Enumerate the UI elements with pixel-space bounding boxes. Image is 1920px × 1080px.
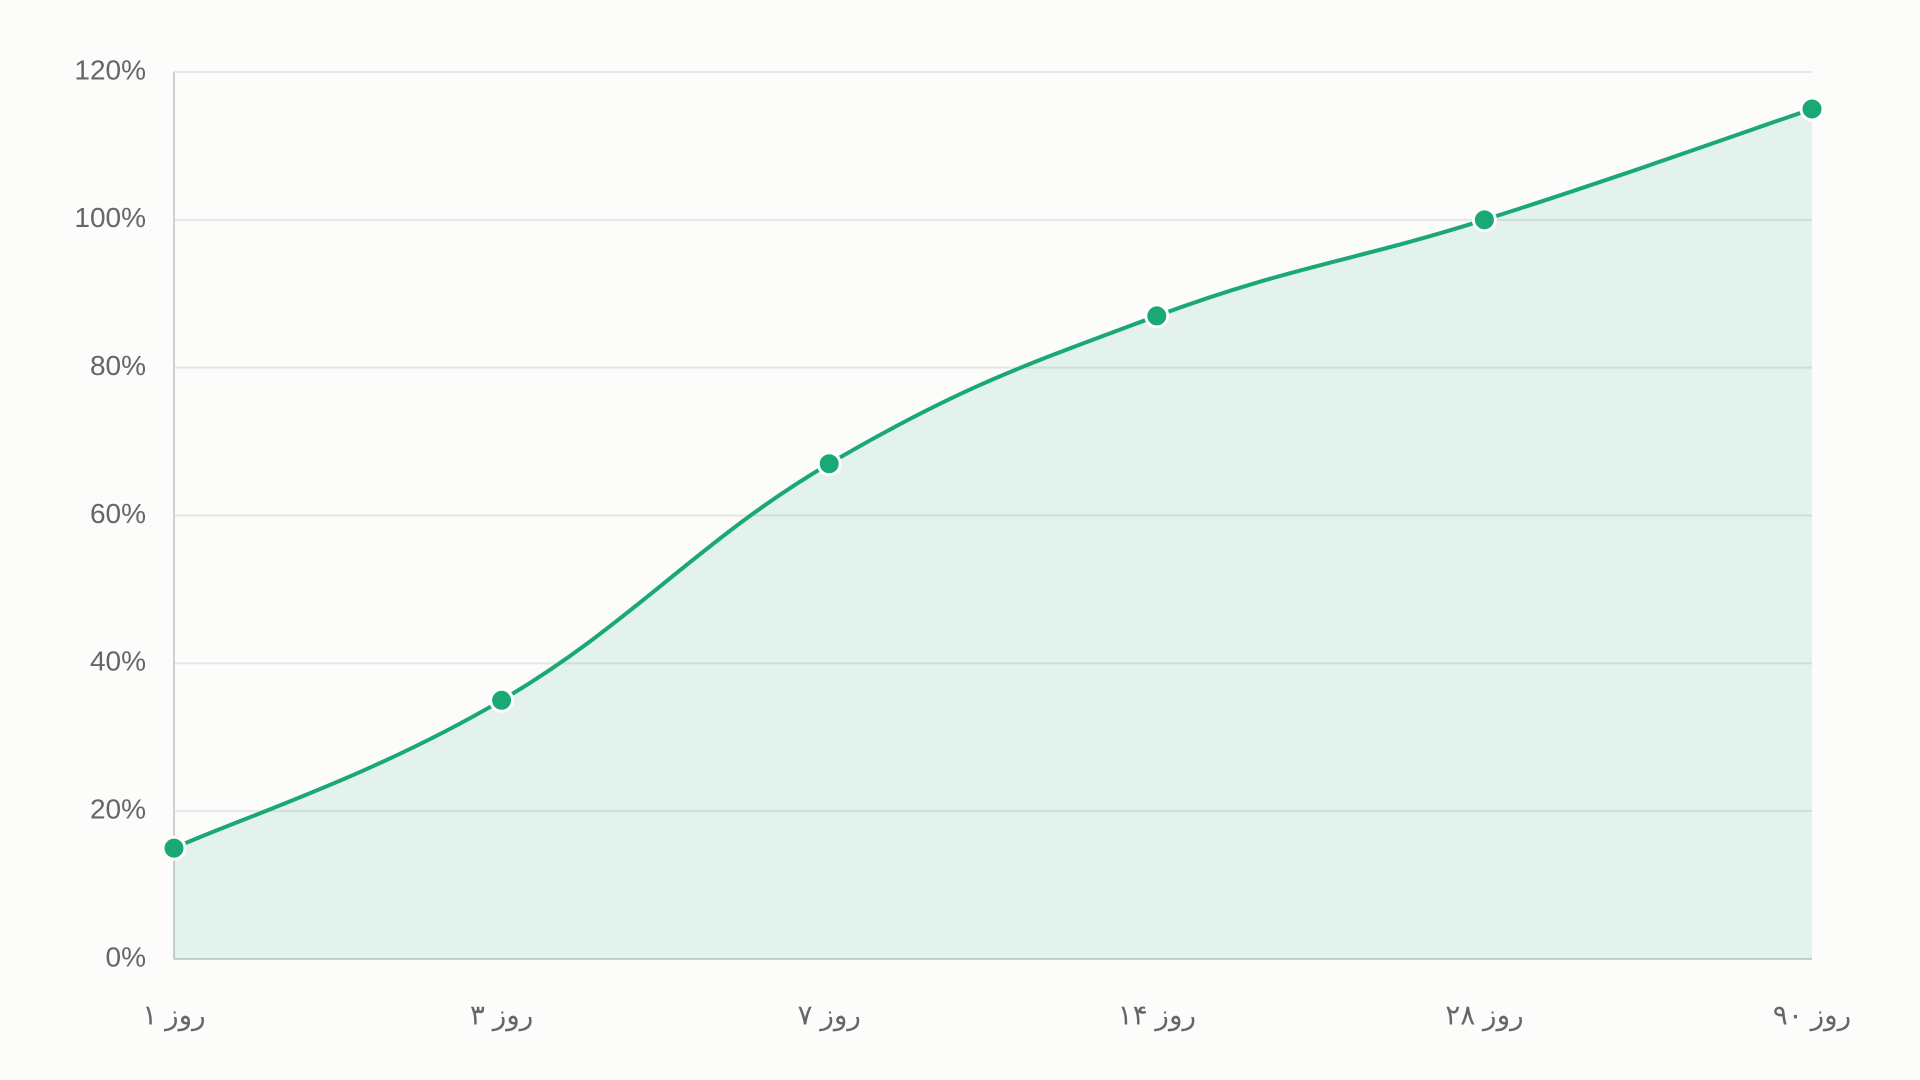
y-tick-label: 120%	[74, 54, 146, 85]
area-fill	[174, 108, 1812, 960]
point	[816, 451, 842, 477]
point	[1799, 96, 1825, 122]
y-tick-label: 20%	[90, 794, 146, 825]
y-tick-label: 0%	[106, 941, 146, 972]
x-tick-label: روز ۳	[470, 999, 533, 1031]
point	[489, 687, 515, 713]
x-tick-label: روز ۱۴	[1118, 999, 1196, 1031]
x-tick-label: روز ۱	[142, 999, 205, 1031]
y-tick-label: 80%	[90, 350, 146, 381]
line	[173, 107, 1813, 850]
y-tick-label: 40%	[90, 646, 146, 677]
x-tick-label: روز ۹۰	[1773, 999, 1851, 1031]
point	[1471, 207, 1497, 233]
x-tick-label: روز ۲۸	[1445, 999, 1523, 1031]
point	[161, 835, 187, 861]
x-tick-label: روز ۷	[798, 999, 861, 1031]
y-tick-label: 100%	[74, 202, 146, 233]
point	[1144, 303, 1170, 329]
y-tick-label: 60%	[90, 498, 146, 529]
